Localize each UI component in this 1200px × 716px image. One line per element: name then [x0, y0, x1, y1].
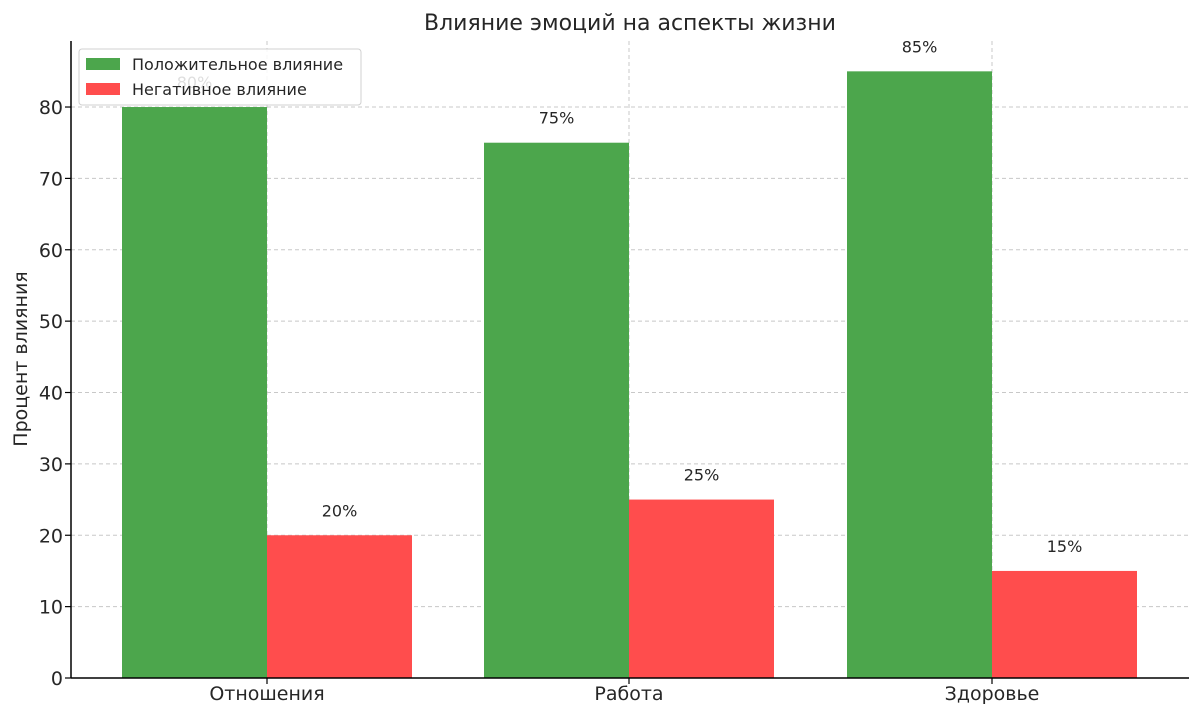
y-axis-label: Процент влияния — [10, 271, 32, 446]
x-tick-label: Здоровье — [945, 683, 1040, 705]
y-tick-label: 30 — [39, 454, 63, 476]
legend-entry: Негативное влияние — [132, 80, 307, 99]
y-tick-label: 60 — [39, 240, 63, 262]
y-tick-label: 80 — [39, 97, 63, 119]
bar — [847, 71, 992, 679]
legend-swatch — [86, 83, 120, 95]
y-tick-label: 40 — [39, 383, 63, 405]
y-tick-label: 10 — [39, 597, 63, 619]
y-tick-label: 20 — [39, 525, 63, 547]
x-tick-labels: Отношения Работа Здоровье — [209, 683, 1039, 705]
y-tick-label: 70 — [39, 168, 63, 190]
x-tick-label: Отношения — [209, 683, 324, 705]
x-tick-label: Работа — [594, 683, 663, 705]
axes — [65, 41, 1189, 684]
bar — [629, 499, 774, 678]
legend: Положительное влияние Негативное влияние — [78, 48, 362, 106]
bar-value-label: 85% — [902, 37, 938, 56]
bar — [267, 535, 412, 678]
bars — [122, 71, 1137, 679]
y-tick-label: 50 — [39, 311, 63, 333]
chart-title: Влияние эмоций на аспекты жизни — [424, 11, 836, 36]
y-tick-label: 0 — [51, 668, 63, 690]
legend-entry: Положительное влияние — [132, 55, 343, 74]
bar-value-label: 15% — [1047, 537, 1083, 556]
y-tick-labels: 0 10 20 30 40 50 60 70 80 — [39, 97, 63, 690]
bar-value-label: 75% — [539, 109, 575, 128]
bar — [992, 570, 1137, 678]
legend-swatch — [86, 58, 120, 70]
bar — [484, 142, 629, 679]
bar — [122, 107, 267, 679]
bar-value-label: 25% — [684, 466, 720, 485]
bar-value-label: 20% — [322, 501, 358, 520]
legend-box — [78, 48, 362, 106]
